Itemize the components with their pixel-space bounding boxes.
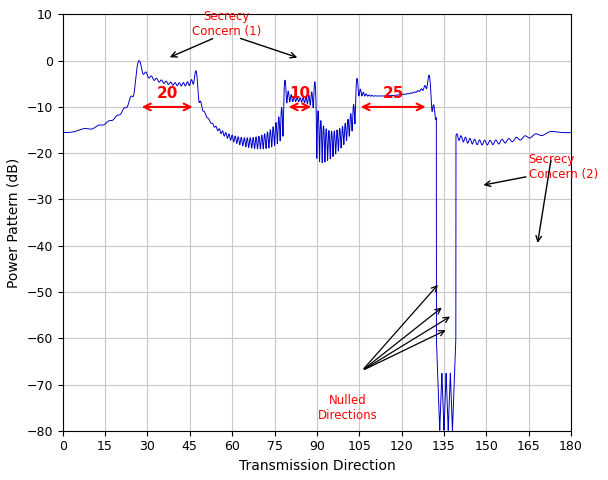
Text: Secrecy
Concern (1): Secrecy Concern (1) [192, 10, 261, 37]
Text: 25: 25 [382, 86, 404, 101]
Text: Nulled
Directions: Nulled Directions [318, 394, 378, 422]
Text: Secrecy
Concern (2): Secrecy Concern (2) [529, 153, 598, 181]
X-axis label: Transmission Direction: Transmission Direction [238, 459, 395, 473]
Y-axis label: Power Pattern (dB): Power Pattern (dB) [7, 157, 21, 288]
Text: 10: 10 [289, 86, 311, 101]
Text: 20: 20 [156, 86, 178, 101]
